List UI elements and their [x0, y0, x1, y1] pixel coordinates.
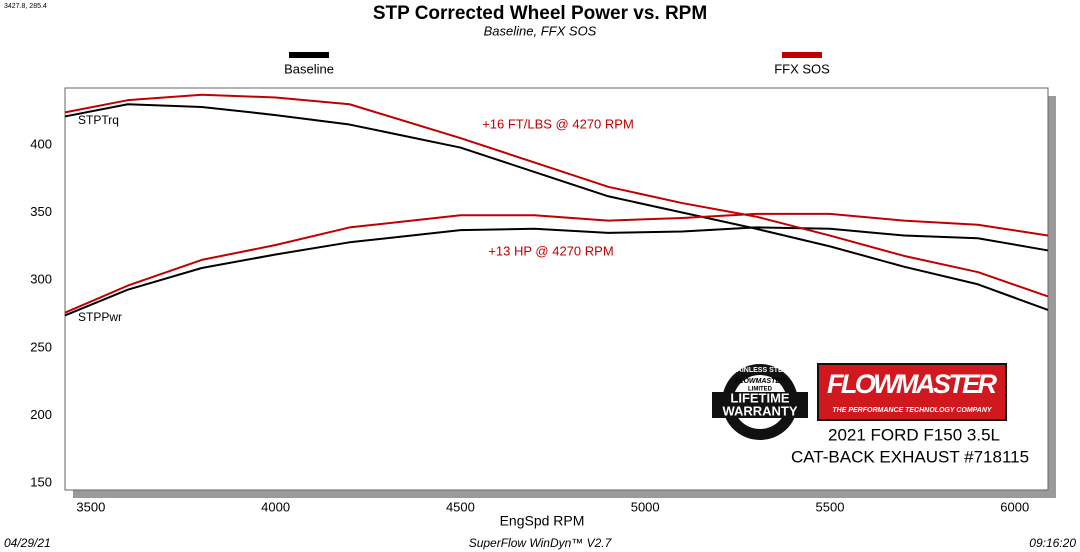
legend-swatch: [289, 52, 329, 58]
badge-text: FLOWMASTER: [735, 378, 785, 385]
flowmaster-logo: FLOWMASTER THE PERFORMANCE TECHNOLOGY CO…: [817, 363, 1007, 421]
corner-text: 3427.8, 285.4: [4, 3, 47, 10]
x-axis-label: EngSpd RPM: [500, 513, 585, 529]
badge-band: [712, 392, 808, 418]
y-tick-label: 250: [30, 339, 52, 354]
badge-text: STAINLESS STEEL: [728, 367, 792, 374]
footer-date: 04/29/21: [4, 536, 51, 550]
legend-swatch: [782, 52, 822, 58]
series-line: [64, 212, 1049, 314]
x-tick-label: 4000: [261, 499, 290, 514]
product-text: CAT-BACK EXHAUST #718115: [791, 447, 1029, 466]
annotation: +13 HP @ 4270 RPM: [488, 243, 613, 258]
x-tick-label: 5000: [631, 499, 660, 514]
annotation: +16 FT/LBS @ 4270 RPM: [482, 116, 634, 131]
plot-area: [64, 87, 1049, 491]
series-line: [64, 103, 1049, 311]
chart-title: STP Corrected Wheel Power vs. RPM: [373, 3, 707, 24]
x-tick-label: 3500: [76, 499, 105, 514]
badge-text: WARRANTY: [722, 403, 797, 418]
y-tick-label: 350: [30, 204, 52, 219]
logo-brand: FLOWMASTER: [827, 369, 998, 399]
logo-box: [817, 363, 1007, 421]
x-tick-label: 4500: [446, 499, 475, 514]
curve-label: STPPwr: [78, 310, 122, 324]
badge-text: LIMITED: [748, 387, 773, 393]
y-tick-label: 400: [30, 136, 52, 151]
chart-subtitle: Baseline, FFX SOS: [484, 23, 597, 38]
series-line: [64, 93, 1049, 298]
legend-label: FFX SOS: [774, 61, 830, 76]
x-tick-label: 5500: [816, 499, 845, 514]
y-tick-label: 150: [30, 475, 52, 490]
logo-tagline: THE PERFORMANCE TECHNOLOGY COMPANY: [832, 407, 993, 414]
footer-software: SuperFlow WinDyn™ V2.7: [469, 536, 613, 550]
warranty-badge: STAINLESS STEEL FLOWMASTER LIMITED LIFET…: [712, 364, 808, 440]
legend-label: Baseline: [284, 61, 334, 76]
curve-label: STPTrq: [78, 113, 119, 127]
x-tick-label: 6000: [1000, 499, 1029, 514]
badge-text: LIFETIME: [730, 390, 790, 405]
product-text: 2021 FORD F150 3.5L: [828, 425, 1000, 444]
y-tick-label: 300: [30, 272, 52, 287]
series-line: [64, 226, 1049, 317]
y-tick-label: 200: [30, 407, 52, 422]
footer-time: 09:16:20: [1029, 536, 1076, 550]
